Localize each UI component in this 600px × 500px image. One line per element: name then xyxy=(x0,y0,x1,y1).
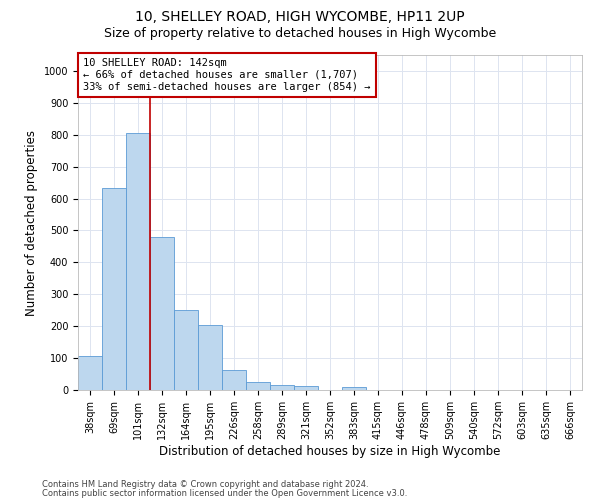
Bar xyxy=(246,382,270,390)
Bar xyxy=(150,238,174,390)
Text: Contains HM Land Registry data © Crown copyright and database right 2024.: Contains HM Land Registry data © Crown c… xyxy=(42,480,368,489)
Text: Size of property relative to detached houses in High Wycombe: Size of property relative to detached ho… xyxy=(104,28,496,40)
Bar xyxy=(294,386,318,390)
X-axis label: Distribution of detached houses by size in High Wycombe: Distribution of detached houses by size … xyxy=(160,445,500,458)
Bar xyxy=(198,325,222,390)
Y-axis label: Number of detached properties: Number of detached properties xyxy=(25,130,38,316)
Bar xyxy=(102,188,126,390)
Bar xyxy=(222,370,246,390)
Bar xyxy=(126,133,150,390)
Bar xyxy=(78,356,102,390)
Bar xyxy=(342,388,366,390)
Text: 10 SHELLEY ROAD: 142sqm
← 66% of detached houses are smaller (1,707)
33% of semi: 10 SHELLEY ROAD: 142sqm ← 66% of detache… xyxy=(83,58,371,92)
Bar xyxy=(174,310,198,390)
Text: 10, SHELLEY ROAD, HIGH WYCOMBE, HP11 2UP: 10, SHELLEY ROAD, HIGH WYCOMBE, HP11 2UP xyxy=(135,10,465,24)
Bar xyxy=(270,384,294,390)
Text: Contains public sector information licensed under the Open Government Licence v3: Contains public sector information licen… xyxy=(42,488,407,498)
